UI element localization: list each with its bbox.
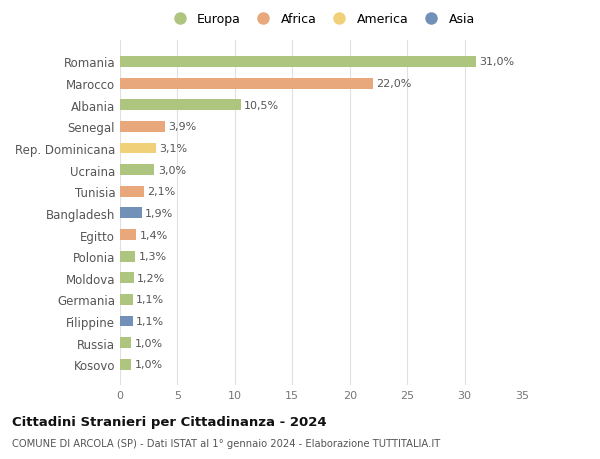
Bar [120, 294, 133, 305]
Bar [120, 100, 241, 111]
Text: 1,4%: 1,4% [140, 230, 168, 240]
Text: 1,2%: 1,2% [137, 273, 166, 283]
Bar [120, 122, 165, 133]
Text: 1,1%: 1,1% [136, 316, 164, 326]
Bar [120, 359, 131, 370]
Text: 22,0%: 22,0% [376, 79, 412, 89]
Text: 3,9%: 3,9% [168, 122, 196, 132]
Bar [120, 316, 133, 327]
Text: COMUNE DI ARCOLA (SP) - Dati ISTAT al 1° gennaio 2024 - Elaborazione TUTTITALIA.: COMUNE DI ARCOLA (SP) - Dati ISTAT al 1°… [12, 438, 440, 448]
Text: 31,0%: 31,0% [479, 57, 515, 67]
Legend: Europa, Africa, America, Asia: Europa, Africa, America, Asia [167, 13, 475, 26]
Bar [120, 251, 135, 262]
Text: 3,1%: 3,1% [159, 144, 187, 154]
Bar [120, 337, 131, 348]
Text: 2,1%: 2,1% [148, 187, 176, 197]
Bar [120, 78, 373, 90]
Text: 1,9%: 1,9% [145, 208, 173, 218]
Bar [120, 57, 476, 68]
Bar [120, 208, 142, 219]
Text: 10,5%: 10,5% [244, 101, 279, 111]
Bar [120, 273, 134, 284]
Text: Cittadini Stranieri per Cittadinanza - 2024: Cittadini Stranieri per Cittadinanza - 2… [12, 415, 326, 428]
Text: 3,0%: 3,0% [158, 165, 186, 175]
Bar [120, 165, 154, 176]
Text: 1,0%: 1,0% [135, 338, 163, 348]
Bar [120, 186, 144, 197]
Bar [120, 230, 136, 241]
Bar [120, 143, 155, 154]
Text: 1,0%: 1,0% [135, 359, 163, 369]
Text: 1,3%: 1,3% [139, 252, 167, 262]
Text: 1,1%: 1,1% [136, 295, 164, 305]
